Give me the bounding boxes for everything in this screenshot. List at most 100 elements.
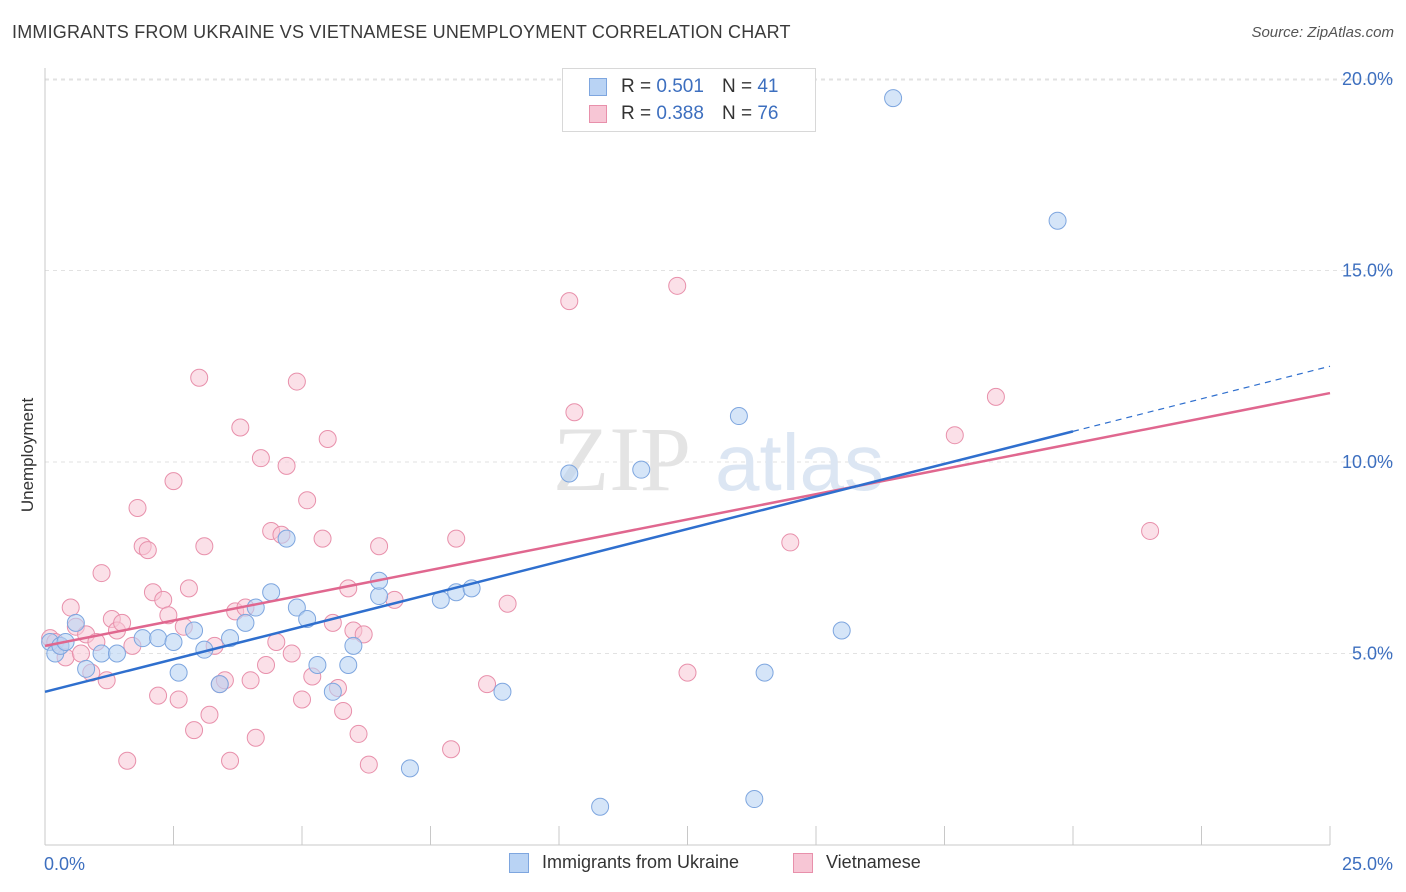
vietnamese-point [185, 721, 204, 740]
vietnamese-point [334, 701, 353, 720]
ukraine-point [221, 629, 240, 648]
vietnamese-point [1141, 521, 1160, 540]
legend-n-label: N = [721, 76, 753, 97]
vietnamese-point [282, 644, 301, 663]
vietnamese-point [128, 498, 147, 517]
vietnamese-point [668, 276, 687, 295]
vietnamese-point [678, 663, 697, 682]
ukraine-point [133, 629, 152, 648]
vietnamese-trend-line [44, 391, 1331, 648]
vietnamese-point [190, 368, 209, 387]
vietnamese-point [154, 590, 173, 609]
vietnamese-point [179, 579, 198, 598]
vietnamese-point [287, 372, 306, 391]
vietnamese-point [298, 491, 317, 510]
vietnamese-point [986, 387, 1005, 406]
vietnamese-point [370, 537, 389, 556]
legend-n-value: 41 [757, 76, 779, 97]
vietnamese-point [195, 537, 214, 556]
ukraine-point [344, 636, 363, 655]
vietnamese-point [498, 594, 517, 613]
ukraine-point [729, 407, 748, 426]
series-swatch-blue [509, 852, 529, 873]
series-legend: Immigrants from Ukraine Vietnamese [0, 852, 1406, 878]
ukraine-point [1048, 211, 1067, 230]
vietnamese-point [61, 598, 80, 617]
vietnamese-point [565, 403, 584, 422]
vietnamese-point [118, 751, 137, 770]
vietnamese-point [221, 751, 240, 770]
ukraine-point [287, 598, 306, 617]
ukraine-point [632, 460, 651, 479]
vietnamese-point [149, 686, 168, 705]
series-swatch-pink [793, 852, 813, 873]
vietnamese-point [277, 456, 296, 475]
ukraine-point [370, 587, 389, 606]
vietnamese-point [267, 633, 286, 652]
ukraine-trend-extension [1072, 365, 1331, 432]
ukraine-point [884, 89, 903, 108]
ukraine-point [591, 797, 610, 816]
legend-swatch-blue [589, 78, 607, 96]
ukraine-point [77, 659, 96, 678]
ukraine-point [277, 529, 296, 548]
watermark: ZIP atlas [553, 408, 884, 510]
series-legend-label: Immigrants from Ukraine [542, 852, 740, 872]
vietnamese-point [138, 541, 157, 560]
legend-row-vietnamese: R = 0.388 N = 76 [563, 101, 778, 127]
vietnamese-point [354, 625, 373, 644]
vietnamese-point [313, 529, 332, 548]
y-tick-label: 10.0% [1342, 452, 1393, 472]
ukraine-point [262, 583, 281, 602]
ukraine-point [210, 675, 229, 694]
vietnamese-point [945, 426, 964, 445]
vietnamese-point [781, 533, 800, 552]
legend-swatch-pink [589, 105, 607, 123]
legend-r-value: 0.501 [656, 76, 704, 97]
ukraine-point [149, 629, 168, 648]
x-tick-label: 0.0% [44, 854, 85, 874]
ukraine-point [185, 621, 204, 640]
vietnamese-point [164, 472, 183, 491]
vietnamese-point [478, 675, 497, 694]
y-axis-label: Unemployment [18, 397, 37, 513]
vietnamese-point [257, 655, 276, 674]
series-legend-label: Vietnamese [826, 852, 921, 872]
legend-row-ukraine: R = 0.501 N = 41 [563, 74, 778, 100]
ukraine-point [236, 613, 255, 632]
source-label: Source: ZipAtlas.com [1251, 24, 1394, 41]
legend-n-value: 76 [757, 103, 779, 124]
ukraine-point [560, 464, 579, 483]
ukraine-point [164, 633, 183, 652]
legend-r-label: R = [621, 76, 652, 97]
ukraine-point [339, 655, 358, 674]
vietnamese-point [318, 430, 337, 449]
ukraine-trend-line [44, 430, 1074, 694]
legend-r-label: R = [621, 103, 652, 124]
ukraine-point [745, 790, 764, 809]
vietnamese-point [359, 755, 378, 774]
trend-lines [44, 365, 1331, 694]
vietnamese-point [560, 292, 579, 311]
vietnamese-point [200, 705, 219, 724]
vietnamese-point [231, 418, 250, 437]
vietnamese-point [71, 644, 90, 663]
ukraine-point [246, 598, 265, 617]
ukraine-point [308, 655, 327, 674]
correlation-legend: R = 0.501 N = 41 R = 0.388 N = 76 [562, 68, 816, 132]
vietnamese-points [41, 276, 1160, 774]
ukraine-point [169, 663, 188, 682]
vietnamese-point [159, 606, 178, 625]
ukraine-point [107, 644, 126, 663]
y-tick-label: 20.0% [1342, 69, 1393, 89]
axes [44, 68, 1331, 846]
ukraine-point [66, 613, 85, 632]
vietnamese-point [442, 740, 461, 759]
ukraine-point [323, 682, 342, 701]
vietnamese-point [169, 690, 188, 709]
legend-n-label: N = [721, 103, 753, 124]
chart-title: IMMIGRANTS FROM UKRAINE VS VIETNAMESE UN… [12, 22, 791, 42]
ukraine-point [755, 663, 774, 682]
y-tick-label: 5.0% [1352, 644, 1393, 664]
